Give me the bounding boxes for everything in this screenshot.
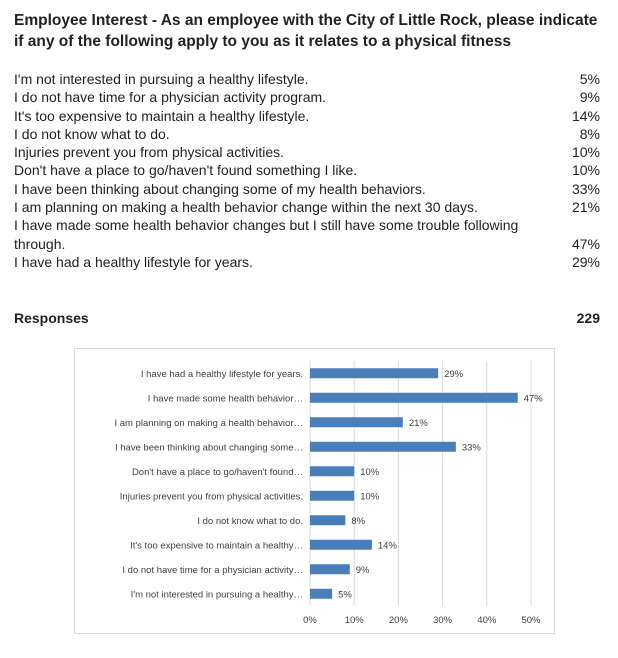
list-item: I am planning on making a health behavio…: [14, 198, 600, 216]
data-label: 14%: [378, 540, 398, 551]
bar: [310, 417, 403, 428]
category-label: I have made some health behavior…: [148, 393, 303, 404]
bar: [310, 441, 456, 452]
list-item-label: I have been thinking about changing some…: [14, 180, 426, 197]
list-item-label: I do not have time for a physician activ…: [14, 89, 327, 106]
data-label: 47%: [524, 393, 544, 404]
bar: [310, 368, 439, 379]
list-item: I have had a healthy lifestyle for years…: [14, 253, 600, 271]
x-tick-label: 50%: [521, 615, 541, 626]
list-item-label: Don't have a place to go/haven't found s…: [14, 162, 358, 179]
response-list: I'm not interested in pursuing a healthy…: [14, 70, 600, 271]
bar: [310, 539, 372, 550]
bar-chart: 0% 10% 20% 30% 40% 50% I have had a healthy li…: [74, 348, 555, 634]
list-item-percent: 8%: [579, 125, 600, 142]
category-label: Don't have a place to go/haven't found…: [132, 467, 303, 478]
page-title: Employee Interest - As an employee with …: [14, 12, 598, 50]
data-label: 5%: [338, 589, 352, 600]
list-item-percent: 5%: [579, 71, 600, 87]
data-label: 29%: [444, 369, 464, 380]
list-item: It's too expensive to maintain a healthy…: [14, 107, 600, 125]
category-label: I do not know what to do.: [197, 516, 303, 527]
responses-label: Responses: [14, 310, 89, 326]
list-item-label: I do not know what to do.: [14, 125, 170, 142]
category-label: I have been thinking about changing some…: [115, 442, 303, 453]
list-item: Injuries prevent you from physical activ…: [14, 143, 600, 161]
bar: [310, 515, 346, 526]
data-label: 8%: [351, 516, 365, 527]
data-label: 10%: [360, 491, 380, 502]
data-label: 10%: [360, 467, 380, 478]
data-label: 21%: [409, 418, 429, 429]
list-item-label: I'm not interested in pursuing a healthy…: [14, 71, 309, 87]
list-item: I have been thinking about changing some…: [14, 180, 600, 198]
bar: [310, 466, 355, 477]
list-item-percent: 29%: [571, 253, 600, 270]
list-item-percent: 10%: [571, 162, 600, 179]
category-label: I do not have time for a physician activ…: [122, 565, 303, 576]
list-item-percent: 10%: [571, 144, 600, 161]
bar: [310, 490, 355, 501]
x-tick-label: 30%: [433, 615, 453, 626]
bar-chart-svg: 0% 10% 20% 30% 40% 50% I have had a healthy li…: [114, 361, 544, 626]
x-tick-label: 20%: [389, 615, 409, 626]
category-label: Injuries prevent you from physical activ…: [120, 491, 303, 502]
list-item-label: Injuries prevent you from physical activ…: [14, 144, 284, 161]
category-label: I have had a healthy lifestyle for years…: [141, 369, 303, 380]
list-item: I have made some health behavior changes…: [14, 216, 600, 253]
category-label: It's too expensive to maintain a healthy…: [130, 540, 303, 551]
list-item-percent: 47%: [571, 235, 600, 252]
list-item-percent: 33%: [571, 180, 600, 197]
list-item-label: I have made some health behavior changes…: [14, 217, 519, 252]
category-label: I'm not interested in pursuing a healthy…: [131, 589, 303, 600]
list-item: I'm not interested in pursuing a healthy…: [14, 70, 600, 88]
list-item-label: It's too expensive to maintain a healthy…: [14, 107, 310, 124]
x-tick-label: 10%: [345, 615, 365, 626]
list-item-label: I have had a healthy lifestyle for years…: [14, 253, 253, 270]
list-item-percent: 21%: [571, 199, 600, 216]
data-label: 9%: [356, 565, 370, 576]
list-item: I do not have time for a physician activ…: [14, 88, 600, 106]
list-item: I do not know what to do. 8%: [14, 125, 600, 143]
list-item-percent: 14%: [571, 107, 600, 124]
x-tick-label: 0%: [303, 615, 317, 626]
bar: [310, 392, 518, 403]
list-item: Don't have a place to go/haven't found s…: [14, 161, 600, 179]
responses-count: 229: [576, 310, 600, 326]
bar: [310, 564, 350, 575]
category-label: I am planning on making a health behavio…: [114, 418, 303, 429]
list-item-label: I am planning on making a health behavio…: [14, 199, 478, 216]
responses-summary: Responses 229: [14, 310, 600, 326]
bar: [310, 588, 333, 599]
x-tick-label: 40%: [477, 615, 497, 626]
data-label: 33%: [462, 442, 482, 453]
list-item-percent: 9%: [579, 89, 600, 106]
